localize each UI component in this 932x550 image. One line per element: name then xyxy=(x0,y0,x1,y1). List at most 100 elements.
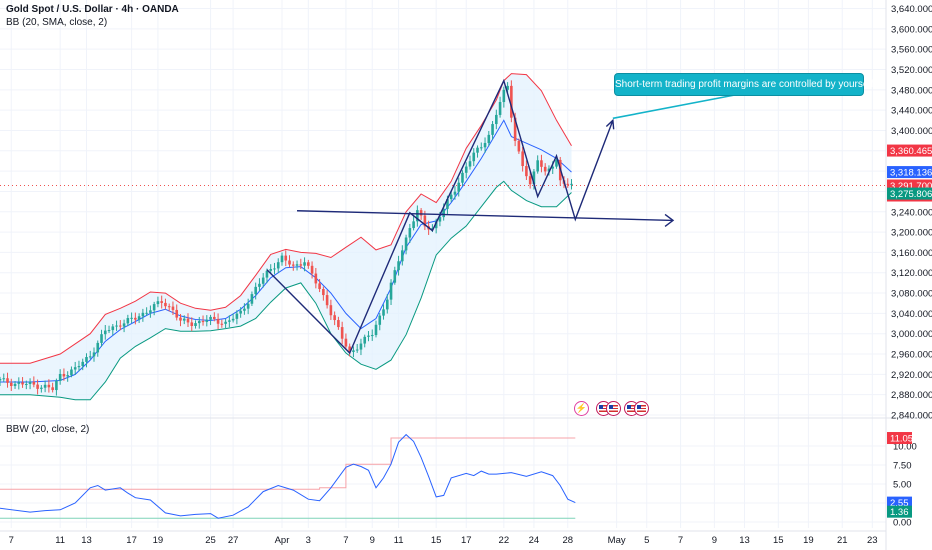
candle-body xyxy=(498,102,502,115)
bbw-label-box xyxy=(887,496,912,509)
candle-body xyxy=(205,319,209,322)
us-flag-icon[interactable] xyxy=(606,401,621,416)
candle-body xyxy=(438,217,442,222)
candle-body xyxy=(510,85,513,118)
price-tick-label: 3,080.000 xyxy=(891,289,932,300)
candle-body xyxy=(224,321,227,324)
candle-body xyxy=(385,299,389,310)
candle-body xyxy=(0,378,2,381)
candle-body xyxy=(58,373,62,381)
candle-body xyxy=(288,260,291,265)
candle-body xyxy=(17,382,21,384)
candle-body xyxy=(363,336,367,344)
candle-body xyxy=(220,323,224,325)
price-axis[interactable]: 3,640.000 3,600.000 3,560.000 3,520.000 3,48… xyxy=(887,4,932,529)
time-tick-label: 17 xyxy=(461,535,472,546)
candle-body xyxy=(122,323,126,327)
bbw-label-box xyxy=(887,432,912,445)
candle-body xyxy=(329,305,333,316)
time-tick-label: 7 xyxy=(9,535,14,546)
price-tick-label: 2,880.000 xyxy=(891,390,932,401)
candle-body xyxy=(182,318,186,321)
time-tick-label: 9 xyxy=(370,535,375,546)
candle-body xyxy=(134,317,137,320)
candle-body xyxy=(551,166,555,169)
candle-body xyxy=(47,384,51,388)
candle-body xyxy=(160,301,163,303)
candle-body xyxy=(419,210,423,216)
candle-body xyxy=(540,160,543,167)
candle-body xyxy=(464,166,468,173)
candle-body xyxy=(367,335,370,337)
price-label-box xyxy=(887,187,932,200)
candle-body xyxy=(254,286,257,295)
candle-body xyxy=(130,317,133,319)
candle-body xyxy=(141,312,145,317)
candle-body xyxy=(322,289,325,296)
candle-body xyxy=(216,318,220,324)
candle-body xyxy=(476,147,479,153)
candle-body xyxy=(186,318,190,323)
time-tick-label: 19 xyxy=(803,535,814,546)
price-tick-label: 3,520.000 xyxy=(891,65,932,76)
candle-body xyxy=(73,367,77,370)
price-label-box xyxy=(887,166,932,179)
lightning-icon[interactable]: ⚡ xyxy=(574,401,589,416)
candle-body xyxy=(446,199,449,209)
instrument-title[interactable]: Gold Spot / U.S. Dollar · 4h · OANDA xyxy=(6,4,179,15)
time-tick-label: 27 xyxy=(228,535,239,546)
price-label-text: 3,318.136 xyxy=(890,168,932,179)
price-tick-label: 3,040.000 xyxy=(891,309,932,320)
zigzag-projection xyxy=(266,78,614,355)
candle-body xyxy=(126,318,130,324)
candle-body xyxy=(273,268,276,270)
candle-body xyxy=(449,194,453,200)
candle-body xyxy=(149,310,152,313)
candle-body xyxy=(355,349,359,351)
candle-body xyxy=(70,369,73,376)
candle-body xyxy=(2,378,6,380)
drawing-tools[interactable] xyxy=(266,78,741,355)
bbw-tick-label: 0.00 xyxy=(893,518,912,529)
bb-indicator-label[interactable]: BB (20, SMA, close, 2) xyxy=(6,17,108,28)
price-tick-label: 3,160.000 xyxy=(891,248,932,259)
candle-body xyxy=(393,270,397,283)
zigzag-arrow-head xyxy=(605,118,615,130)
time-axis[interactable]: 7 11 13 17 19 25 27 Apr 3 7 9 11 15 17 22 24 28 May 5 7 9 13 1… xyxy=(9,535,878,546)
candle-body xyxy=(299,264,303,266)
us-flag-icon[interactable] xyxy=(634,401,649,416)
candle-body xyxy=(536,160,539,172)
candle-body xyxy=(145,312,148,314)
time-tick-label: 21 xyxy=(837,535,848,546)
candle-body xyxy=(43,384,47,388)
annotation-callout[interactable]: Short-term trading profit margins are co… xyxy=(614,73,873,96)
candle-body xyxy=(111,326,115,331)
price-tick-label: 3,440.000 xyxy=(891,106,932,117)
bbw-label-text: 1.36 xyxy=(890,507,909,518)
candle-body xyxy=(103,330,107,335)
candle-body xyxy=(179,317,182,321)
time-tick-label: 15 xyxy=(773,535,784,546)
candle-body xyxy=(164,302,167,307)
price-tick-label: 3,480.000 xyxy=(891,85,932,96)
bbw-tick-label: 10.00 xyxy=(893,442,917,453)
candle-body xyxy=(291,264,295,266)
candle-body xyxy=(77,366,81,368)
candle-body xyxy=(92,352,96,357)
time-tick-label: 9 xyxy=(712,535,717,546)
time-tick-label: 19 xyxy=(153,535,164,546)
candle-body xyxy=(325,295,329,306)
time-tick-label: Apr xyxy=(275,535,290,546)
time-tick-label: 7 xyxy=(678,535,683,546)
time-tick-label: 5 xyxy=(644,535,649,546)
candle-body xyxy=(517,140,521,152)
candle-body xyxy=(408,228,412,238)
candle-body xyxy=(284,255,288,261)
candle-body xyxy=(119,325,122,327)
candle-body xyxy=(431,228,434,230)
candle-body xyxy=(314,273,318,284)
price-tick-label: 3,000.000 xyxy=(891,329,932,340)
candle-body xyxy=(197,321,201,324)
candle-body xyxy=(404,237,408,251)
bbw-indicator-label[interactable]: BBW (20, close, 2) xyxy=(6,424,90,435)
